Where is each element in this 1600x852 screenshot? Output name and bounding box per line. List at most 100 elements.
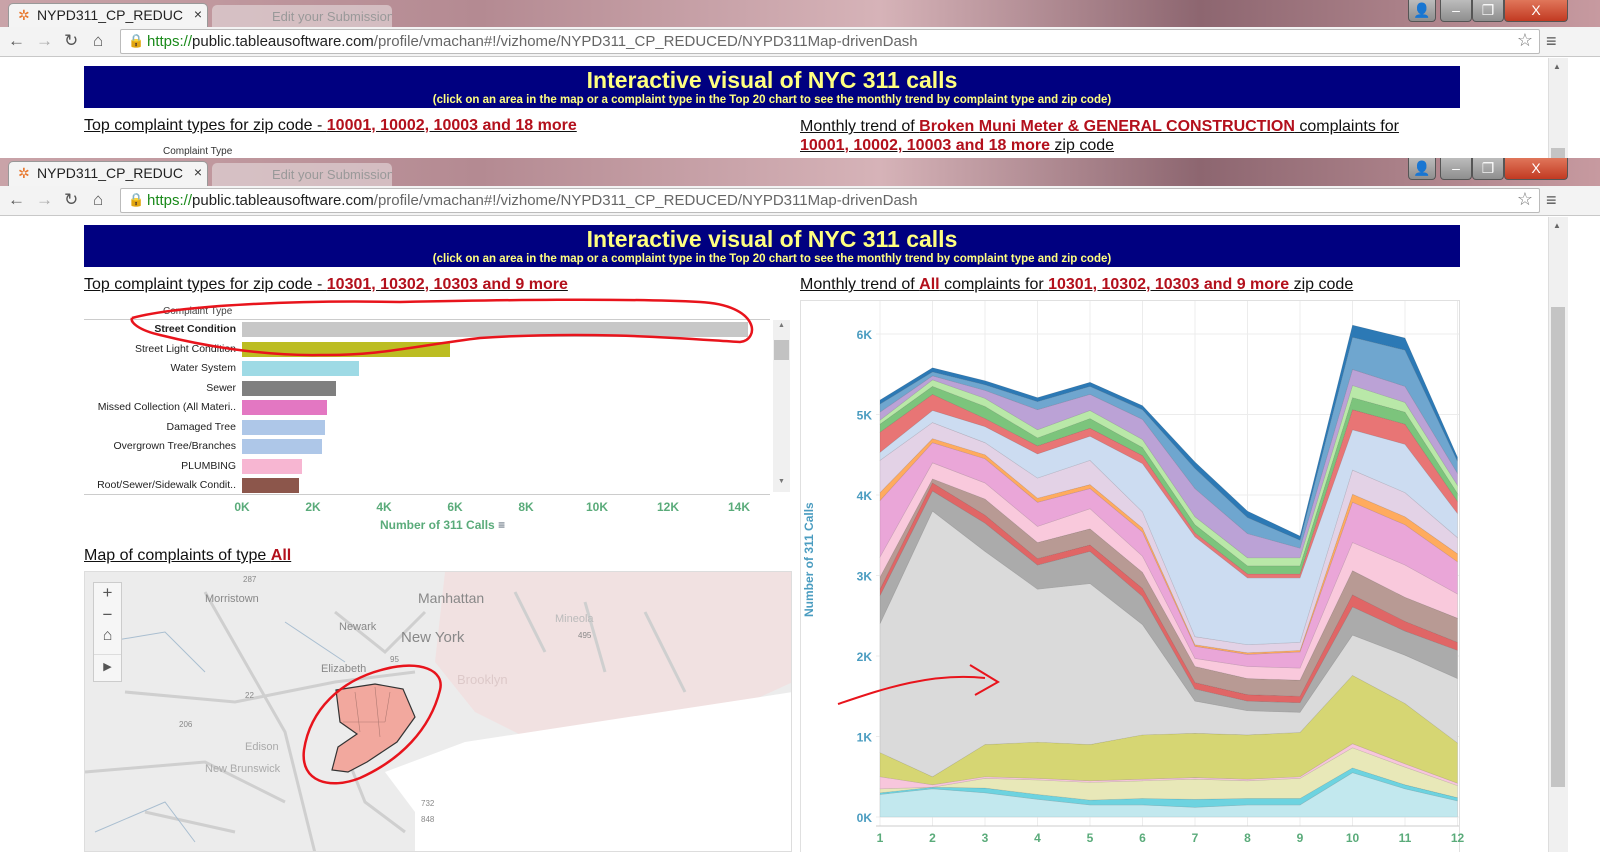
- divider: [84, 494, 770, 495]
- heading-text: zip code: [1289, 276, 1354, 293]
- forward-icon[interactable]: →: [36, 190, 53, 209]
- browser-tab[interactable]: ✲ NYPD311_CP_REDUC ×: [8, 3, 208, 28]
- bar-label[interactable]: Sewer: [206, 381, 236, 394]
- url-input[interactable]: 🔒 https://public.tableausoftware.com/prof…: [120, 29, 1540, 54]
- minimize-button[interactable]: –: [1440, 158, 1472, 180]
- area-chart-y-title: Number of 311 Calls: [802, 502, 816, 618]
- x-tick-label: 2K: [305, 500, 321, 514]
- close-tab-icon[interactable]: ×: [193, 6, 202, 22]
- bar[interactable]: [242, 361, 360, 376]
- area-code-label: 732: [421, 799, 435, 808]
- zip-filter-link[interactable]: 10301, 10302, 10303 and 9 more: [326, 276, 568, 293]
- y-tick-label: 5K: [857, 409, 873, 423]
- x-tick-label: 8: [1244, 831, 1251, 845]
- home-extent-button[interactable]: ⌂: [94, 627, 121, 655]
- area-series-20[interactable]: [879, 324, 1458, 541]
- bar-label[interactable]: Damaged Tree: [166, 420, 236, 433]
- x-tick-label: 8K: [518, 500, 534, 514]
- address-bar: ← → ↻ ⌂ 🔒 https://public.tableausoftware.…: [0, 186, 1600, 216]
- back-icon[interactable]: ←: [8, 31, 25, 50]
- banner-title: Interactive visual of NYC 311 calls: [586, 67, 958, 93]
- tab-strip: ✲ NYPD311_CP_REDUC × Edit your Submission …: [0, 0, 1600, 28]
- home-icon[interactable]: ⌂: [93, 190, 104, 209]
- bar-label[interactable]: PLUMBING: [181, 459, 236, 472]
- restore-button[interactable]: ❐: [1472, 158, 1504, 180]
- forward-icon[interactable]: →: [36, 31, 53, 50]
- map-heading: Map of complaints of type All: [84, 547, 291, 565]
- zoom-in-button[interactable]: +: [102, 583, 113, 602]
- tab-strip: ✲ NYPD311_CP_REDUC × Edit your Submission …: [0, 158, 1600, 186]
- map-label: Edison: [245, 741, 279, 753]
- banner: Interactive visual of NYC 311 calls (cli…: [84, 66, 1460, 108]
- bookmark-star-icon[interactable]: ☆: [1516, 30, 1533, 50]
- top-complaints-heading: Top complaint types for zip code - 10001…: [84, 117, 577, 135]
- background-tab[interactable]: Edit your Submission: [212, 5, 392, 28]
- expand-toolbar-button[interactable]: ▶: [103, 661, 112, 673]
- bar-chart-scrollbar[interactable]: ▲ ▼: [773, 320, 790, 492]
- zip-filter-link[interactable]: 10001, 10002, 10003 and 18 more: [326, 117, 577, 134]
- zip-filter-link[interactable]: 10001, 10002, 10003 and 18 more: [800, 137, 1050, 154]
- bar-label[interactable]: Overgrown Tree/Branches: [113, 440, 236, 452]
- bar[interactable]: [242, 439, 322, 454]
- lock-icon: 🔒: [128, 33, 145, 48]
- bar-chart-x-title: Number of 311 Calls ≡: [380, 518, 505, 532]
- lock-icon: 🔒: [128, 192, 145, 207]
- bar-label[interactable]: Missed Collection (All Materi..: [97, 401, 236, 413]
- x-tick-label: 6: [1139, 831, 1146, 845]
- bookmark-star-icon[interactable]: ☆: [1516, 189, 1533, 209]
- bar[interactable]: [242, 419, 326, 435]
- banner-subtitle: (click on an area in the map or a compla…: [432, 253, 1112, 265]
- map-label: Newark: [339, 621, 377, 633]
- menu-icon[interactable]: ≡: [1546, 190, 1557, 210]
- sort-icon[interactable]: ≡: [498, 518, 506, 532]
- bar-label[interactable]: Root/Sewer/Sidewalk Condit..: [97, 479, 236, 491]
- zoom-out-button[interactable]: −: [102, 605, 113, 624]
- close-window-button[interactable]: X: [1504, 158, 1568, 180]
- restore-button[interactable]: ❐: [1472, 0, 1504, 22]
- user-button[interactable]: 👤: [1408, 0, 1436, 22]
- type-filter-link[interactable]: All: [919, 276, 940, 293]
- back-icon[interactable]: ←: [8, 190, 25, 209]
- bar-label[interactable]: Water System: [170, 362, 236, 374]
- address-bar: ← → ↻ ⌂ 🔒 https://public.tableausoftware.…: [0, 27, 1600, 57]
- y-tick-label: 1K: [857, 731, 873, 745]
- highway-shield: 287: [243, 575, 257, 584]
- map-label: Morristown: [205, 593, 259, 605]
- type-filter-link[interactable]: Broken Muni Meter & GENERAL CONSTRUCTION: [919, 118, 1295, 135]
- complaint-type-header: Complaint Type: [163, 146, 233, 157]
- heading-text: zip code: [1049, 137, 1115, 154]
- staten-island-selected-region[interactable]: [331, 683, 416, 773]
- reload-icon[interactable]: ↻: [64, 31, 79, 50]
- bar[interactable]: [242, 380, 337, 396]
- url-input[interactable]: 🔒 https://public.tableausoftware.com/prof…: [120, 188, 1540, 213]
- bar[interactable]: [242, 400, 328, 415]
- map-canvas[interactable]: Morristown Newark Manhattan New York Eli…: [85, 572, 792, 852]
- map-label: Mineola: [555, 613, 594, 625]
- page-scrollbar[interactable]: ▲: [1548, 58, 1568, 158]
- minimize-button[interactable]: –: [1440, 0, 1472, 22]
- x-tick-label: 5: [1087, 831, 1094, 845]
- menu-icon[interactable]: ≡: [1546, 31, 1557, 51]
- tab-title: NYPD311_CP_REDUC: [37, 7, 184, 23]
- close-tab-icon[interactable]: ×: [193, 164, 202, 180]
- highway-shield: 95: [390, 655, 399, 664]
- bar[interactable]: [242, 458, 303, 474]
- bar[interactable]: [242, 478, 299, 493]
- reload-icon[interactable]: ↻: [64, 190, 79, 209]
- url-path: /profile/vmachan#!/vizhome/NYPD311_CP_RE…: [373, 192, 918, 209]
- home-icon[interactable]: ⌂: [93, 31, 104, 50]
- user-button[interactable]: 👤: [1408, 158, 1436, 180]
- x-tick-label: 4: [1034, 831, 1041, 845]
- heading-text: Map of complaints of type: [84, 547, 271, 564]
- zip-filter-link[interactable]: 10301, 10302, 10303 and 9 more: [1048, 276, 1290, 293]
- type-filter-link[interactable]: All: [270, 547, 292, 564]
- heading-text: Top complaint types for zip code -: [84, 276, 327, 293]
- x-tick-label: 3: [982, 831, 989, 845]
- close-window-button[interactable]: X: [1504, 0, 1568, 22]
- background-tab[interactable]: Edit your Submission: [212, 163, 392, 186]
- complaints-map[interactable]: Morristown Newark Manhattan New York Eli…: [84, 571, 792, 852]
- browser-tab[interactable]: ✲ NYPD311_CP_REDUC ×: [8, 161, 208, 186]
- x-tick-label: 10: [1346, 831, 1360, 845]
- y-tick-label: 4K: [857, 489, 873, 503]
- page-scrollbar[interactable]: ▲: [1548, 217, 1568, 852]
